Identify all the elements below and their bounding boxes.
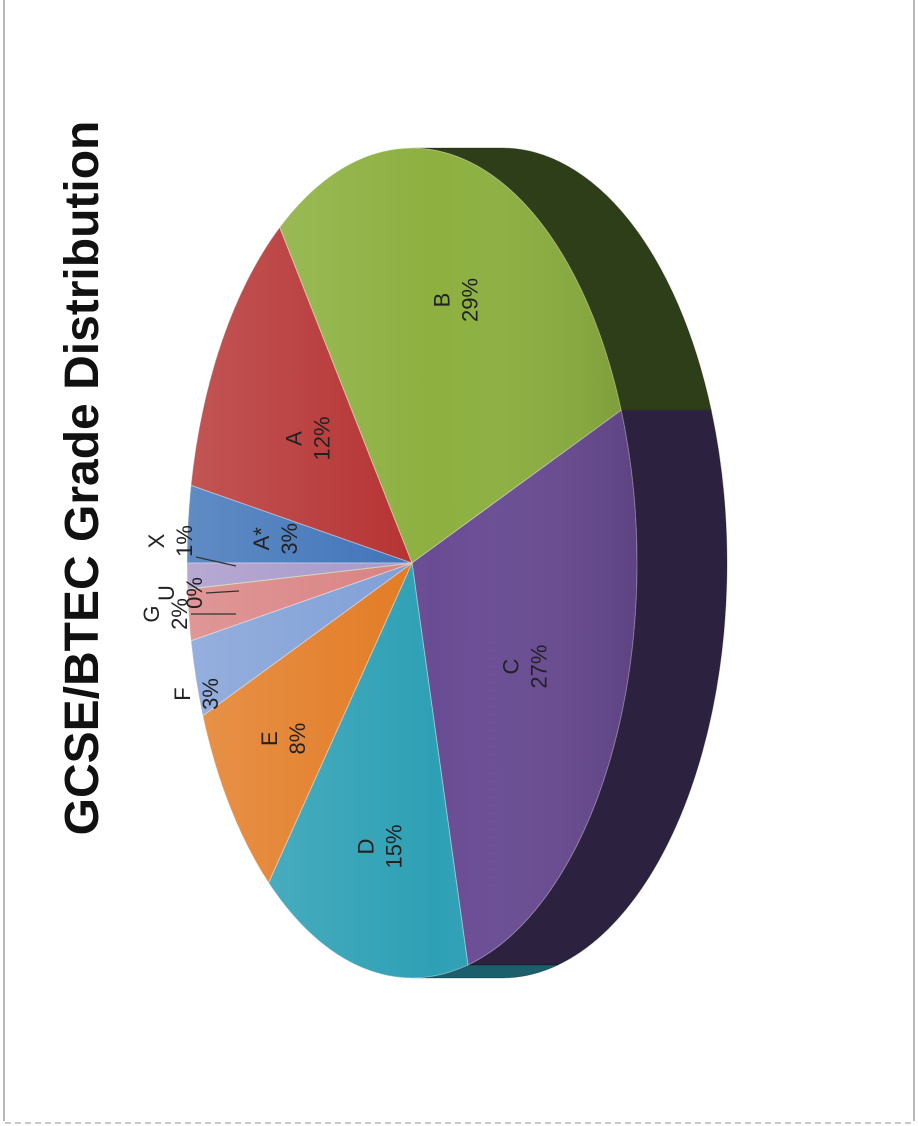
slice-labels: A* 3%A 12%B 29%C 27%D 15%E 8%F 3%G 2%U 0%X 1% [139,278,551,869]
slice-label-g: G 2% [139,598,192,630]
page-frame [3,0,915,1121]
slice-value-label: 3% [277,523,302,555]
slice-value-label: 29% [457,278,482,322]
slice-label-a: A 12% [282,416,335,460]
pie-side-b [411,147,712,411]
slice-category-label: C [498,659,523,675]
slice-category-label: E [257,731,282,746]
leader-line-u [205,590,240,594]
slice-label-x: X 1% [144,525,197,557]
leader-line-x [195,556,237,567]
slice-label-u: U 0% [154,577,207,609]
slice-value-label: 12% [310,416,335,460]
slice-category-label: G [139,605,164,622]
slice-category-label: F [170,687,195,700]
pie-gloss [187,148,637,978]
slice-value-label: 2% [167,598,192,630]
slice-category-label: U [154,585,179,601]
slice-label-b: B 29% [429,278,482,322]
slice-label-e: E 8% [257,723,310,755]
slice-value-label: 27% [526,645,551,689]
slice-category-label: D [354,839,379,855]
slice-label-f: F 3% [170,678,223,710]
slice-category-label: X [144,533,169,548]
slice-category-label: A* [249,527,274,551]
chart-title: GCSE/BTEC Grade Distribution [56,121,109,836]
slice-value-label: 15% [382,824,407,868]
pie-top [186,147,638,979]
slice-label-c: C 27% [498,645,551,689]
slice-value-label: 1% [172,525,197,557]
slice-value-label: 8% [285,723,310,755]
slice-category-label: B [429,293,454,308]
slice-label-astar: A* 3% [249,523,302,555]
slice-value-label: 0% [182,577,207,609]
slice-label-d: D 15% [354,824,407,868]
slice-category-label: A [282,431,307,446]
page-break-line [5,1122,911,1124]
slice-value-label: 3% [198,678,223,710]
